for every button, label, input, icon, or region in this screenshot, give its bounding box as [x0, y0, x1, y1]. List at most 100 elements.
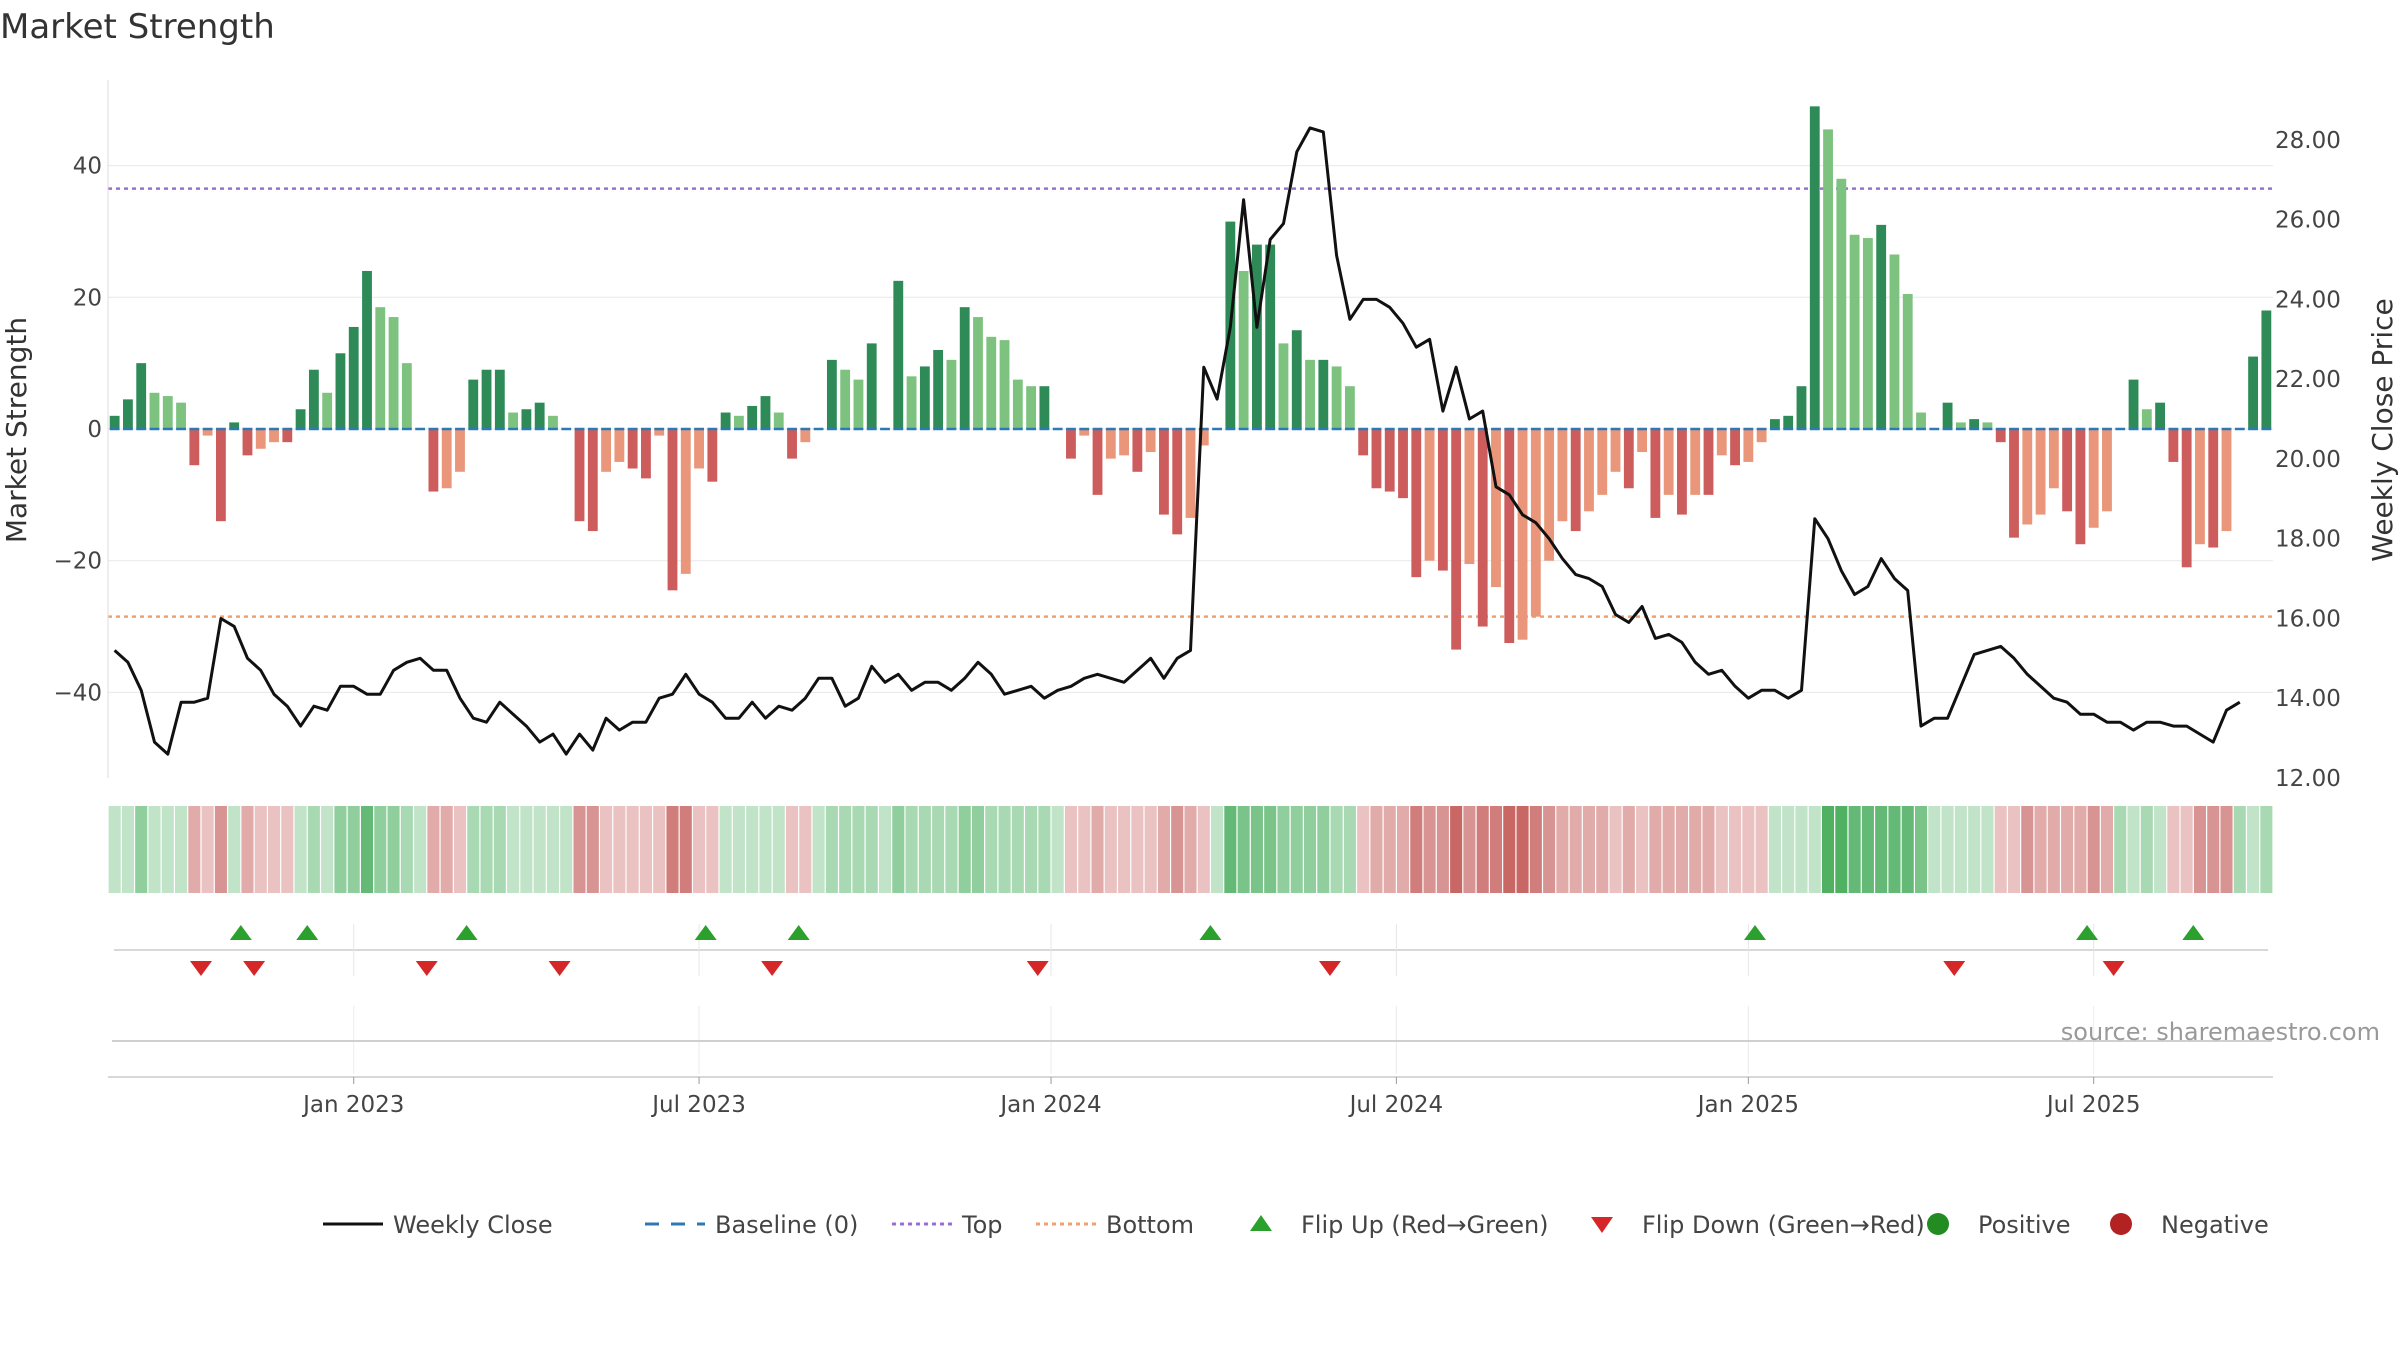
band-cell	[1104, 806, 1117, 893]
strength-bar	[601, 429, 611, 472]
band-cell	[1994, 806, 2007, 893]
strength-bar	[269, 429, 279, 443]
band-cell	[1675, 806, 1688, 893]
strength-bar	[1384, 429, 1395, 492]
x-axis: Jan 2023 Jul 2023 Jan 2024 Jul 2024 Jan 2025…	[301, 1077, 2140, 1118]
band-cell	[2061, 806, 2074, 893]
lower-panel	[108, 1006, 2273, 1078]
band-cell	[1503, 806, 1516, 893]
legend-item: Flip Down (Green→Red)	[1591, 1211, 1925, 1239]
strength-bar	[1570, 429, 1581, 532]
strength-bar	[1198, 429, 1209, 446]
flip-up-marker	[694, 925, 717, 940]
band-cell	[825, 806, 838, 893]
flip-up-marker	[455, 925, 478, 940]
y2-tick-label: 14.00	[2275, 686, 2341, 712]
band-cell	[998, 806, 1011, 893]
band-cell	[573, 806, 586, 893]
strength-bar	[733, 415, 744, 429]
strength-bar	[109, 415, 120, 429]
band-cell	[2180, 806, 2193, 893]
strength-bar	[322, 392, 333, 429]
band-cell	[2260, 806, 2273, 893]
band-cell	[1064, 806, 1078, 893]
strength-bar	[973, 317, 983, 429]
band-cell	[865, 806, 878, 893]
band-cell	[1954, 806, 1967, 893]
y-axis-right: 12.00 14.00 16.00 18.00 20.00 22.00 24.00 26.00…	[2275, 128, 2341, 792]
strength-bar	[760, 396, 771, 429]
band-cell	[1224, 806, 1237, 893]
strength-bar	[946, 359, 957, 429]
band-cell	[639, 806, 652, 893]
band-cell	[1250, 806, 1263, 893]
strength-bar	[773, 412, 784, 429]
legend-item: Bottom	[1036, 1211, 1194, 1239]
band-cell	[1197, 806, 1210, 893]
band-cell	[653, 806, 666, 893]
band-cell	[2007, 806, 2021, 893]
strength-bar	[1517, 429, 1528, 640]
strength-bar	[1344, 386, 1355, 429]
y2-tick-label: 22.00	[2275, 367, 2341, 393]
band-cell	[1622, 806, 1635, 893]
flip-down-marker	[189, 961, 212, 976]
strength-bar	[1955, 422, 1966, 429]
band-cell	[507, 806, 520, 893]
strength-bar	[1172, 429, 1183, 535]
flip-down-marker	[548, 961, 571, 976]
source-label: source: sharemaestro.com	[2061, 1018, 2380, 1046]
y-axis-left: −40 −20 0 20 40	[53, 80, 109, 778]
chart-title: Market Strength	[0, 7, 275, 47]
band-cell	[493, 806, 506, 893]
band-cell	[1396, 806, 1410, 893]
strength-bar	[826, 359, 837, 429]
band-cell	[1118, 806, 1131, 893]
strength-bar	[694, 429, 704, 469]
band-cell	[374, 806, 387, 893]
flip-down-marker	[761, 961, 784, 976]
y2-tick-label: 28.00	[2275, 128, 2341, 154]
strength-bar	[1743, 429, 1754, 462]
band-cell	[2127, 806, 2140, 893]
x-tick-label: Jan 2023	[301, 1092, 404, 1118]
strength-bar	[149, 392, 160, 429]
strength-bar	[614, 429, 625, 462]
strength-bar	[468, 379, 479, 429]
band-cell	[1277, 806, 1290, 893]
strength-bar	[2181, 429, 2192, 568]
strength-bar	[1265, 244, 1276, 429]
strength-bar	[2248, 356, 2258, 429]
flip-down-marker	[2102, 961, 2125, 976]
band-cell	[1211, 806, 1224, 893]
strength-bar	[1238, 270, 1249, 429]
band-cell	[1357, 806, 1370, 893]
band-cell	[1914, 806, 1928, 893]
strength-bar	[2128, 379, 2139, 429]
band-cell	[1237, 806, 1250, 893]
band-cell	[1343, 806, 1356, 893]
strength-bar	[388, 317, 399, 429]
strength-bar	[1690, 429, 1701, 495]
band-cell	[812, 806, 825, 893]
band-cell	[1662, 806, 1675, 893]
strength-bar	[548, 415, 558, 429]
band-cell	[746, 806, 759, 893]
strength-bar	[2195, 429, 2205, 545]
strength-bar	[428, 429, 439, 492]
strength-bar	[308, 369, 319, 429]
strength-bar	[840, 369, 851, 429]
band-cell	[958, 806, 971, 893]
strength-bar	[1809, 106, 1820, 429]
strength-bar	[853, 379, 864, 429]
band-cell	[546, 806, 559, 893]
legend-label: Top	[961, 1211, 1003, 1239]
legend-label: Positive	[1978, 1211, 2071, 1239]
strength-bar	[348, 326, 359, 429]
band-cell	[1981, 806, 1994, 893]
band-cell	[1702, 806, 1715, 893]
band-cell	[1556, 806, 1569, 893]
band-cell	[799, 806, 812, 893]
strength-bar	[2022, 429, 2033, 525]
